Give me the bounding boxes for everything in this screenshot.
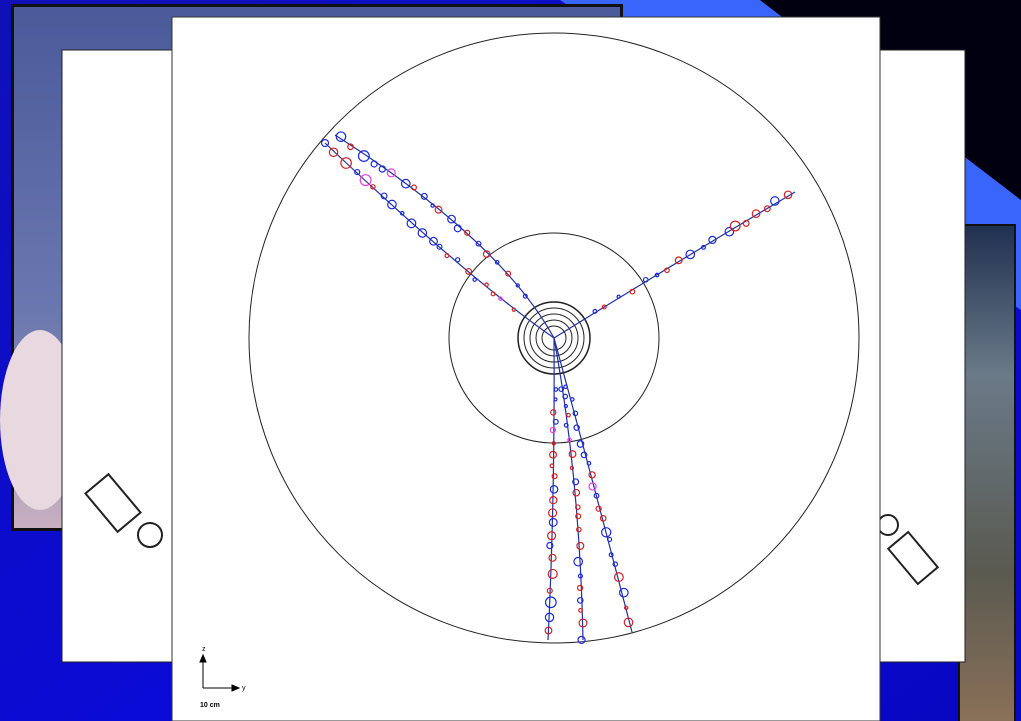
axis-label-y: y xyxy=(242,685,246,692)
page: {"figure": {"scale_label": "10 cm", "ver… xyxy=(0,0,1021,721)
earth-photo xyxy=(960,226,1014,721)
event-display-panel xyxy=(172,17,880,721)
axis-label-z: z xyxy=(202,646,206,653)
slide: z y 10 cm xyxy=(0,0,1021,721)
scale-label: 10 cm xyxy=(200,702,220,709)
